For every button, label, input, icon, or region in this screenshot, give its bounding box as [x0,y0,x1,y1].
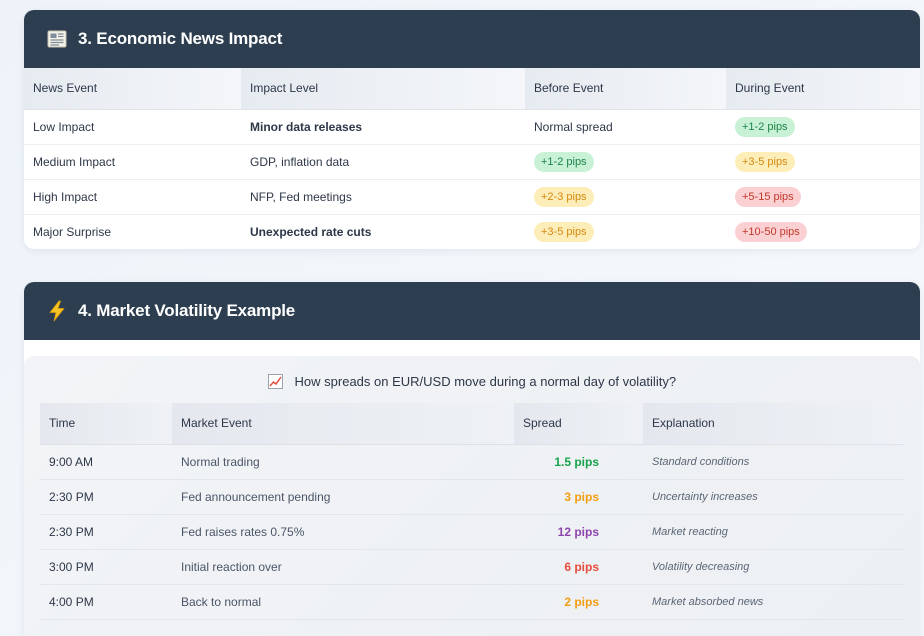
news-event-cell: Low Impact [24,109,241,145]
during-event-cell: +3-5 pips [726,144,920,180]
news-impact-table: News Event Impact Level Before Event Dur… [24,68,920,249]
table-row: Medium Impact GDP, inflation data +1-2 p… [24,144,920,180]
question-text: How spreads on EUR/USD move during a nor… [294,374,677,389]
before-event-cell: Normal spread [525,109,726,145]
explanation-cell: Market absorbed news [643,584,904,620]
impact-level-cell: Minor data releases [241,109,525,145]
before-event-cell: +3-5 pips [525,214,726,249]
example-question: How spreads on EUR/USD move during a nor… [24,374,920,389]
market-event-cell: Initial reaction over [172,549,514,585]
market-event-cell: Fed raises rates 0.75% [172,514,514,550]
news-event-cell: High Impact [24,179,241,215]
table-row: Low Impact Minor data releases Normal sp… [24,109,920,145]
economic-news-card: 3. Economic News Impact News Event Impac… [24,10,920,249]
column-header: Impact Level [241,68,525,110]
column-header: News Event [24,68,241,110]
spread-pill: +3-5 pips [534,221,594,242]
impact-level-cell: GDP, inflation data [241,144,525,180]
table-row: 2:30 PM Fed raises rates 0.75% 12 pips M… [40,514,904,550]
table-row: 4:00 PM Back to normal 2 pips Market abs… [40,584,904,620]
spread-cell: 1.5 pips [514,444,643,480]
spread-pill: +2-3 pips [534,186,594,207]
volatility-example-panel: How spreads on EUR/USD move during a nor… [24,356,920,636]
spread-pill: +3-5 pips [735,151,795,172]
time-cell: 4:00 PM [40,584,172,620]
spread-pill: +5-15 pips [735,186,801,207]
impact-level-cell: NFP, Fed meetings [241,179,525,215]
before-event-cell: +1-2 pips [525,144,726,180]
explanation-cell: Volatility decreasing [643,549,904,585]
section-title: 3. Economic News Impact [78,29,283,48]
market-event-cell: Fed announcement pending [172,479,514,515]
column-header: During Event [726,68,920,110]
impact-level-cell: Unexpected rate cuts [250,224,372,239]
spread-cell: 3 pips [514,479,643,515]
news-event-cell: Medium Impact [24,144,241,180]
explanation-cell: Market reacting [643,514,904,550]
market-volatility-card: 4. Market Volatility Example How spreads… [24,282,920,636]
during-event-cell: +10-50 pips [726,214,920,249]
time-cell: 2:30 PM [40,514,172,550]
time-cell: 3:00 PM [40,549,172,585]
spread-pill: +10-50 pips [735,221,807,242]
table-header-row: Time Market Event Spread Explanation [40,403,904,445]
explanation-cell: Standard conditions [643,444,904,480]
table-row: Major Surprise Unexpected rate cuts +3-5… [24,214,920,249]
section-title: 4. Market Volatility Example [78,301,296,320]
lightning-icon [46,300,68,322]
spread-cell: 2 pips [514,584,643,620]
table-row: High Impact NFP, Fed meetings +2-3 pips … [24,179,920,215]
table-header-row: News Event Impact Level Before Event Dur… [24,68,920,110]
column-header: Time [40,403,172,445]
explanation-cell: Uncertainty increases [643,479,904,515]
market-volatility-header: 4. Market Volatility Example [24,282,920,340]
economic-news-header: 3. Economic News Impact [24,10,920,68]
before-event-text: Normal spread [534,119,613,134]
time-cell: 2:30 PM [40,479,172,515]
during-event-cell: +1-2 pips [726,109,920,145]
spread-cell: 12 pips [514,514,643,550]
table-row: 2:30 PM Fed announcement pending 3 pips … [40,479,904,515]
newspaper-icon [46,28,68,50]
column-header: Market Event [172,403,514,445]
news-event-cell: Major Surprise [33,224,112,239]
before-event-cell: +2-3 pips [525,179,726,215]
column-header: Spread [514,403,643,445]
time-cell: 9:00 AM [40,444,172,480]
market-event-cell: Back to normal [172,584,514,620]
table-row: 9:00 AM Normal trading 1.5 pips Standard… [40,444,904,480]
spread-pill: +1-2 pips [735,116,795,137]
table-row: 3:00 PM Initial reaction over 6 pips Vol… [40,549,904,585]
during-event-cell: +5-15 pips [726,179,920,215]
column-header: Explanation [643,403,904,445]
market-event-cell: Normal trading [172,444,514,480]
chart-icon [267,374,283,389]
volatility-table: Time Market Event Spread Explanation 9:0… [40,403,904,620]
spread-cell: 6 pips [514,549,643,585]
spread-pill: +1-2 pips [534,151,594,172]
column-header: Before Event [525,68,726,110]
